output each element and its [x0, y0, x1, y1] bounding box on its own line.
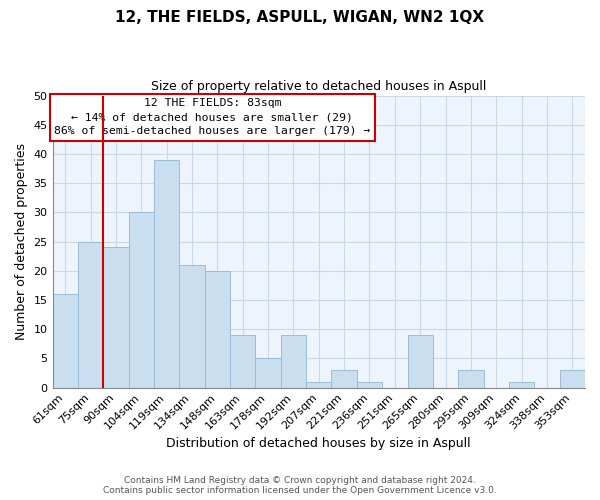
Bar — [281, 335, 306, 388]
Bar — [256, 358, 281, 388]
Bar — [560, 370, 585, 388]
Bar — [103, 248, 128, 388]
Text: Contains HM Land Registry data © Crown copyright and database right 2024.
Contai: Contains HM Land Registry data © Crown c… — [103, 476, 497, 495]
Y-axis label: Number of detached properties: Number of detached properties — [15, 143, 28, 340]
Bar — [78, 242, 103, 388]
Bar — [407, 335, 433, 388]
Text: 12 THE FIELDS: 83sqm
← 14% of detached houses are smaller (29)
86% of semi-detac: 12 THE FIELDS: 83sqm ← 14% of detached h… — [54, 98, 370, 136]
Bar — [205, 271, 230, 388]
X-axis label: Distribution of detached houses by size in Aspull: Distribution of detached houses by size … — [166, 437, 471, 450]
Bar — [230, 335, 256, 388]
Bar — [331, 370, 357, 388]
Bar — [306, 382, 331, 388]
Bar — [509, 382, 534, 388]
Text: 12, THE FIELDS, ASPULL, WIGAN, WN2 1QX: 12, THE FIELDS, ASPULL, WIGAN, WN2 1QX — [115, 10, 485, 25]
Bar — [357, 382, 382, 388]
Bar — [53, 294, 78, 388]
Bar — [458, 370, 484, 388]
Bar — [179, 265, 205, 388]
Title: Size of property relative to detached houses in Aspull: Size of property relative to detached ho… — [151, 80, 487, 93]
Bar — [154, 160, 179, 388]
Bar — [128, 212, 154, 388]
